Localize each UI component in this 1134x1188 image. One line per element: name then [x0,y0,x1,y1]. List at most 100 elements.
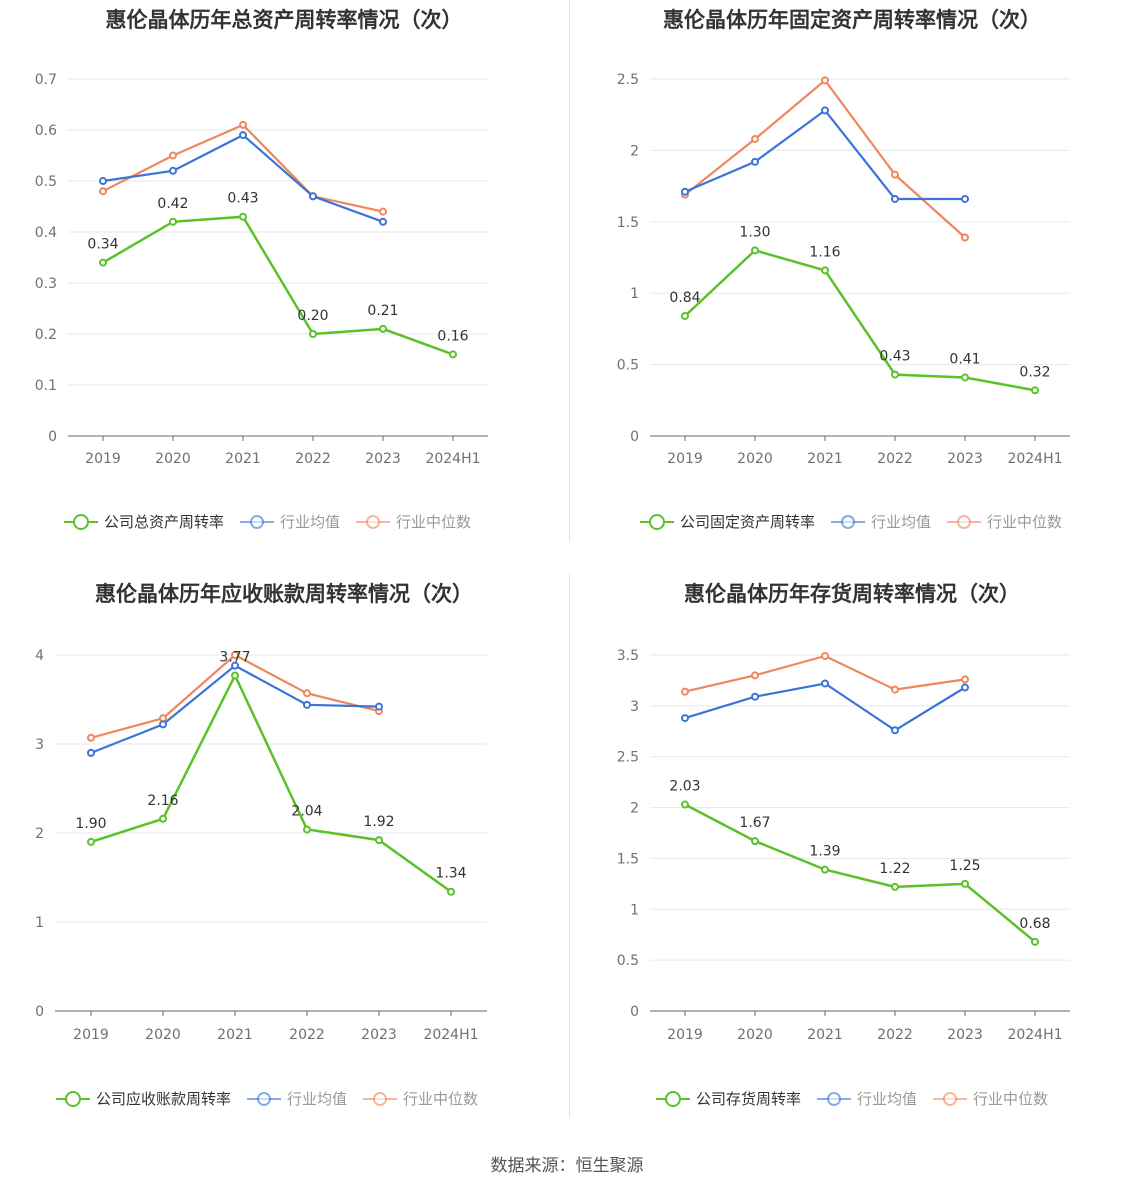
data-point-median [169,151,177,160]
data-point-median [239,120,247,129]
data-point-company [87,837,95,846]
legend-marker-icon [933,1091,968,1107]
x-tick-label: 2024H1 [423,1027,478,1043]
data-point-company [681,800,689,809]
y-tick-label: 1 [35,915,44,931]
legend-item-company[interactable]: 公司应收账款周转率 [56,1088,231,1109]
legend-label: 行业中位数 [973,1090,1049,1108]
chart-title: 惠伦晶体历年总资产周转率情况（次） [105,8,463,32]
data-point-median [821,652,829,661]
data-label: 1.34 [435,866,466,882]
data-label: 1.30 [739,224,770,240]
line-chart: 0 1 2 3 4 2019 2020 2021 2022 2023 2024H1 1.90 2.16 3… [35,648,487,1043]
series-line-median [684,78,966,239]
data-point-company [681,312,689,321]
y-tick-label: 2.5 [617,750,639,766]
data-point-average [169,166,177,175]
x-tick-label: 2024H1 [1007,1027,1062,1043]
x-tick-label: 2020 [737,1027,773,1043]
data-point-company [379,324,387,333]
data-point-company [751,246,759,255]
line-chart: 0 0.5 1 1.5 2 2.5 3 3.5 2019 2020 2021 2022 2023 2024… [617,648,1070,1043]
x-tick-label: 2024H1 [425,451,480,467]
y-tick-label: 3.5 [617,648,639,664]
y-tick-label: 2.5 [617,72,639,88]
y-tick-label: 0.7 [35,72,57,88]
data-point-average [961,683,969,692]
x-tick-label: 2022 [289,1027,325,1043]
data-point-company [159,814,167,823]
chart-legend: 公司应收账款周转率 行业均值 行业中位数 [56,1088,478,1109]
legend-item-average[interactable]: 行业均值 [247,1088,347,1109]
legend-label: 行业中位数 [987,513,1063,531]
data-label: 2.04 [291,803,322,819]
data-source: 数据来源：恒生聚源 [490,1156,644,1176]
chart-legend: 公司固定资产周转率 行业均值 行业中位数 [640,511,1062,532]
data-point-company [303,825,311,834]
legend-item-median[interactable]: 行业中位数 [356,511,471,532]
y-tick-label: 3 [35,737,44,753]
data-point-company [1031,937,1039,946]
data-label: 0.68 [1019,916,1050,932]
data-point-median [961,675,969,684]
y-tick-label: 0.5 [617,358,639,374]
data-point-average [303,700,311,709]
data-point-average [309,192,317,201]
data-point-median [99,187,107,196]
line-chart: 0 0.1 0.2 0.3 0.4 0.5 0.6 0.7 2019 2020 2021 2022 20… [35,72,488,467]
data-point-company [169,217,177,226]
x-tick-label: 2021 [225,451,261,467]
legend-item-company[interactable]: 公司存货周转率 [656,1088,801,1109]
series-line-average [684,682,966,732]
x-tick-label: 2023 [947,1027,983,1043]
y-tick-label: 0.5 [35,174,57,190]
chart-panel-fixed-asset-turnover: 惠伦晶体历年固定资产周转率情况（次） 0 0.5 1 1.5 2 2.5 2019 2020 2… [570,0,1134,560]
y-tick-label: 0 [35,1004,44,1020]
data-point-company [961,879,969,888]
data-point-average [87,748,95,757]
data-point-average [821,679,829,688]
data-point-average [159,720,167,729]
data-point-company [891,882,899,891]
legend-marker-icon [240,514,275,530]
legend-item-median[interactable]: 行业中位数 [933,1088,1048,1109]
chart-panel-total-asset-turnover: 惠伦晶体历年总资产周转率情况（次） 0 0.1 0.2 0.3 0.4 0.5 0.6 0.7… [0,0,568,560]
data-point-company [1031,386,1039,395]
series-line-company [102,215,454,356]
legend-item-average[interactable]: 行业均值 [831,511,931,532]
x-tick-label: 2023 [361,1027,397,1043]
legend-marker-icon [356,514,391,530]
series-line-average [684,108,965,201]
data-point-company [751,837,759,846]
legend-item-company[interactable]: 公司固定资产周转率 [640,511,815,532]
data-point-median [231,651,239,659]
legend-marker-icon [64,513,98,530]
series-line-company [684,249,1036,392]
legend-item-median[interactable]: 行业中位数 [947,511,1062,532]
data-label: 0.21 [367,303,398,319]
data-point-median [751,671,759,680]
legend-item-average[interactable]: 行业均值 [240,511,340,532]
divider-bottom [569,574,570,1118]
legend-marker-icon [247,1091,282,1107]
legend-label: 行业均值 [280,513,341,531]
data-label: 1.39 [809,844,840,860]
data-label: 0.42 [157,196,188,212]
data-point-median [159,714,167,723]
y-tick-label: 0 [630,429,639,445]
y-tick-label: 0 [48,429,57,445]
data-point-average [239,131,247,140]
legend-item-median[interactable]: 行业中位数 [363,1088,478,1109]
data-point-average [681,714,689,723]
chart-panel-receivables-turnover: 惠伦晶体历年应收账款周转率情况（次） 0 1 2 3 4 2019 2020 2021 2022… [0,574,568,1134]
legend-marker-icon [640,513,674,530]
data-point-median [303,689,311,698]
data-point-median [379,207,387,216]
legend-item-average[interactable]: 行业均值 [817,1088,917,1109]
data-point-average [961,194,969,203]
legend-marker-icon [56,1090,90,1107]
x-tick-label: 2020 [155,451,191,467]
x-tick-label: 2019 [667,1027,703,1043]
data-point-company [375,836,383,845]
legend-item-company[interactable]: 公司总资产周转率 [64,511,224,532]
